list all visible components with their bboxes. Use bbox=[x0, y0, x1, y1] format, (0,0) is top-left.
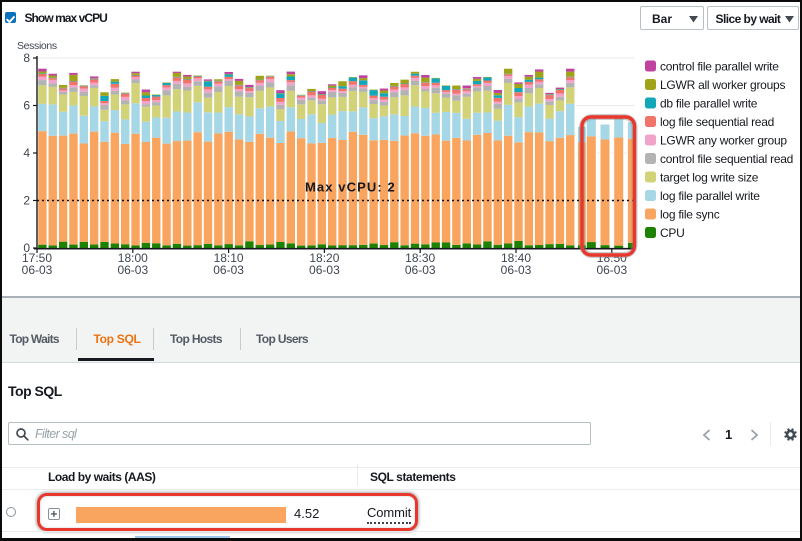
svg-text:CPU: CPU bbox=[660, 226, 685, 240]
svg-text:2: 2 bbox=[23, 194, 30, 208]
svg-text:log file sequential read: log file sequential read bbox=[660, 115, 774, 129]
svg-text:18:10: 18:10 bbox=[214, 251, 244, 265]
svg-text:4: 4 bbox=[23, 146, 30, 160]
svg-text:log file parallel write: log file parallel write bbox=[660, 189, 760, 203]
svg-text:LGWR any worker group: LGWR any worker group bbox=[660, 134, 787, 148]
svg-text:06-03: 06-03 bbox=[22, 263, 53, 277]
svg-text:control file parallel write: control file parallel write bbox=[660, 60, 779, 74]
svg-text:18:40: 18:40 bbox=[501, 251, 531, 265]
svg-text:06-03: 06-03 bbox=[213, 263, 244, 277]
svg-text:18:20: 18:20 bbox=[309, 251, 339, 265]
svg-text:17:50: 17:50 bbox=[22, 251, 52, 265]
svg-text:log file sync: log file sync bbox=[660, 208, 720, 222]
svg-text:18:30: 18:30 bbox=[405, 251, 435, 265]
svg-text:target log write size: target log write size bbox=[660, 171, 759, 185]
svg-text:0: 0 bbox=[23, 241, 30, 255]
svg-text:db file parallel write: db file parallel write bbox=[660, 97, 758, 111]
svg-text:06-03: 06-03 bbox=[405, 263, 436, 277]
svg-text:06-03: 06-03 bbox=[309, 263, 340, 277]
svg-text:control file sequential read: control file sequential read bbox=[660, 152, 793, 166]
svg-text:LGWR all worker groups: LGWR all worker groups bbox=[660, 78, 785, 92]
svg-text:18:00: 18:00 bbox=[118, 251, 148, 265]
svg-text:06-03: 06-03 bbox=[117, 263, 148, 277]
svg-text:8: 8 bbox=[23, 51, 30, 65]
svg-text:6: 6 bbox=[23, 99, 30, 113]
svg-text:Max vCPU: 2: Max vCPU: 2 bbox=[305, 180, 396, 195]
svg-text:06-03: 06-03 bbox=[501, 263, 532, 277]
svg-text:06-03: 06-03 bbox=[596, 263, 627, 277]
